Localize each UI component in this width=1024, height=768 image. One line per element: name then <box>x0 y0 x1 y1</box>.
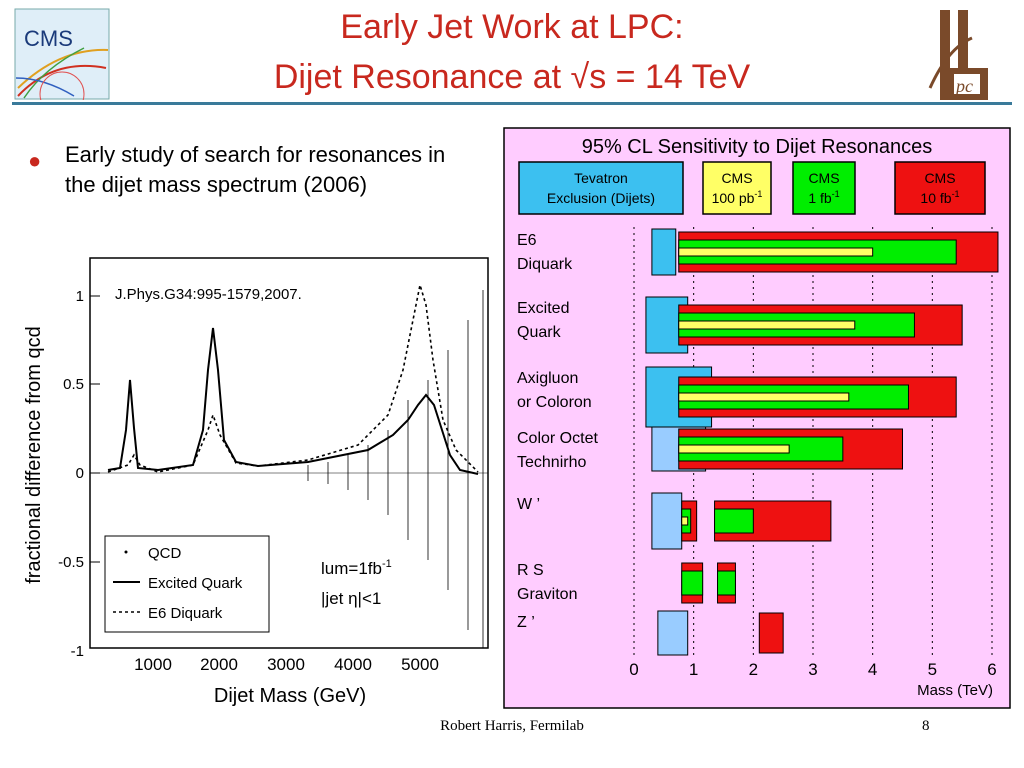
x-tick-label: 1000 <box>134 655 172 674</box>
y-tick-label: -1 <box>71 643 84 660</box>
y-tick-label: 0.5 <box>63 376 84 393</box>
left-plot-xlabel: Dijet Mass (GeV) <box>214 685 366 707</box>
legend-e6-diquark: E6 Diquark <box>148 605 223 622</box>
x-tick-label: 1 <box>689 660 698 679</box>
bar-cms-100pb <box>678 247 874 257</box>
footer-page-number: 8 <box>922 718 930 734</box>
bar-cms-100pb <box>681 516 689 526</box>
y-tick-label: -0.5 <box>58 554 84 571</box>
bar-tevatron <box>651 228 677 276</box>
cms-logo: CMS <box>14 8 110 100</box>
slide-title-line1: Early Jet Work at LPC: <box>340 8 684 46</box>
bar-cms-10fb <box>758 612 784 654</box>
bar-cms-1fb <box>714 508 754 534</box>
x-tick-label: 5 <box>928 660 937 679</box>
svg-text:pc: pc <box>954 76 973 96</box>
legend-qcd: QCD <box>148 545 182 562</box>
sensitivity-category-labels: E6 Diquark Excited Quark Axigluon or Coloron C… <box>517 232 598 631</box>
legend-box-cms100 <box>702 161 772 215</box>
lpc-logo: pc <box>928 10 988 100</box>
title-divider <box>12 102 1012 105</box>
legend-label-cms1: 1 fb-1 <box>808 189 839 206</box>
category-label: Axigluon <box>517 370 578 387</box>
bar-cms-100pb <box>678 444 790 454</box>
slide-title-line2: Dijet Resonance at √s = 14 TeV <box>273 58 751 96</box>
x-tick-label: 2 <box>749 660 758 679</box>
left-plot-x-ticks: 1000 2000 3000 4000 5000 <box>134 655 439 674</box>
legend-label-cms1: CMS <box>808 170 839 186</box>
legend-label-cms10: CMS <box>924 170 955 186</box>
left-plot-ylabel: fractional difference from qcd <box>23 326 45 584</box>
sensitivity-bars <box>645 228 999 656</box>
legend-box-tevatron <box>518 161 684 215</box>
bar-cms-100pb <box>678 392 850 402</box>
bullet-marker: ● <box>28 148 42 173</box>
legend-label-cms100: 100 pb-1 <box>712 189 763 206</box>
y-tick-label: 1 <box>76 288 84 305</box>
legend-box-cms1 <box>792 161 856 215</box>
bar-cms-1fb <box>681 570 704 596</box>
sensitivity-chart: 95% CL Sensitivity to Dijet Resonances T… <box>503 127 1011 709</box>
bar-tevatron <box>657 610 689 656</box>
e6-diquark-curve <box>107 284 479 473</box>
sensitivity-x-ticks: 0 1 2 3 4 5 6 <box>629 660 996 679</box>
y-tick-label: 0 <box>76 465 84 482</box>
x-tick-label: 2000 <box>200 655 238 674</box>
x-tick-label: 4000 <box>334 655 372 674</box>
category-label: or Coloron <box>517 394 592 411</box>
lumi-label: lum=1fb-1 <box>321 558 392 578</box>
x-tick-label: 6 <box>987 660 996 679</box>
x-tick-label: 4 <box>868 660 877 679</box>
legend-label-cms100: CMS <box>721 170 752 186</box>
category-label: R S <box>517 562 544 579</box>
legend-label-tevatron: Tevatron <box>574 170 628 186</box>
bar-cms-100pb <box>678 320 856 330</box>
category-label: Diquark <box>517 256 573 273</box>
category-label: E6 <box>517 232 537 249</box>
cms-logo-text: CMS <box>24 26 73 51</box>
category-label: Quark <box>517 324 562 341</box>
bullet-text: Early study of search for resonances in … <box>65 142 446 197</box>
x-tick-label: 3 <box>808 660 817 679</box>
category-label: Technirho <box>517 454 586 471</box>
bar-cms-1fb <box>717 570 736 596</box>
category-label: Excited <box>517 300 569 317</box>
category-label: Z ’ <box>517 614 535 631</box>
legend-label-tevatron: Exclusion (Dijets) <box>547 190 655 206</box>
left-plot: fractional difference from qcd 1 0.5 0 -… <box>23 257 489 707</box>
category-label: Graviton <box>517 586 577 603</box>
x-tick-label: 0 <box>629 660 638 679</box>
x-tick-label: 3000 <box>267 655 305 674</box>
left-plot-y-ticks: 1 0.5 0 -0.5 -1 <box>58 288 100 660</box>
plot-citation: J.Phys.G34:995-1579,2007. <box>115 286 302 303</box>
bar-tevatron <box>651 492 683 550</box>
x-tick-label: 5000 <box>401 655 439 674</box>
sensitivity-chart-frame <box>503 127 1011 709</box>
category-label: Color Octet <box>517 430 598 447</box>
legend-excited-quark: Excited Quark <box>148 575 243 592</box>
qcd-error-bars <box>307 290 484 648</box>
sensitivity-chart-title: 95% CL Sensitivity to Dijet Resonances <box>582 136 933 158</box>
legend-label-cms10: 10 fb-1 <box>920 189 959 206</box>
category-label: W ’ <box>517 496 540 513</box>
sensitivity-xlabel: Mass (TeV) <box>917 682 993 699</box>
left-plot-legend <box>104 535 270 633</box>
sensitivity-legend: Tevatron Exclusion (Dijets) CMS 100 pb-1 CMS… <box>518 161 986 215</box>
eta-label: |jet η|<1 <box>321 589 381 608</box>
legend-box-cms10 <box>894 161 986 215</box>
footer-author: Robert Harris, Fermilab <box>440 718 584 734</box>
